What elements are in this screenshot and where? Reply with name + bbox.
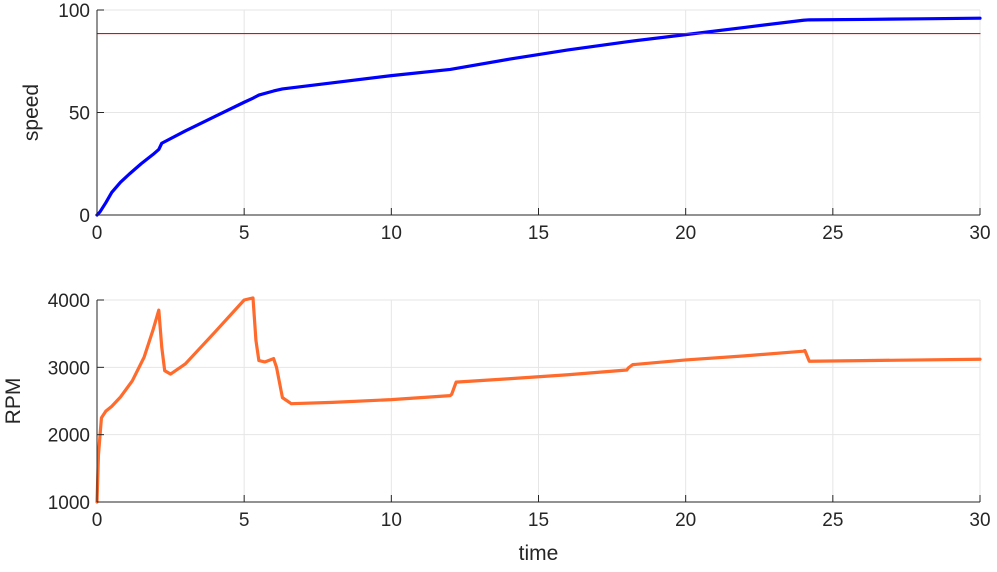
y-tick-label: 3000 [48, 358, 90, 379]
x-tick-label: 20 [675, 510, 696, 531]
y-tick-label: 2000 [48, 426, 90, 447]
x-tick-label: 15 [528, 223, 549, 244]
x-tick-label: 10 [381, 223, 402, 244]
series-line-0 [95, 16, 982, 217]
series-line-0 [95, 296, 982, 504]
y-axis-label: speed [20, 84, 43, 141]
x-tick-label: 5 [239, 510, 250, 531]
y-tick-label: 0 [79, 206, 90, 227]
y-tick-label: 50 [69, 104, 90, 125]
x-tick-label: 15 [528, 510, 549, 531]
x-tick-label: 30 [969, 510, 990, 531]
x-tick-label: 25 [822, 223, 843, 244]
x-tick-label: 20 [675, 223, 696, 244]
y-tick-label: 4000 [48, 291, 90, 312]
x-tick-label: 0 [92, 510, 103, 531]
x-tick-label: 10 [381, 510, 402, 531]
y-axis-label: RPM [2, 378, 25, 425]
x-tick-label: 5 [239, 223, 250, 244]
y-tick-label: 1000 [48, 493, 90, 514]
rpm-panel: 0 5 10 15 20 25 30 1000 2000 3000 4000 RPM time [2, 291, 991, 565]
speed-panel: 0 5 10 15 20 25 30 0 50 100 speed [20, 1, 991, 244]
x-tick-label: 25 [822, 510, 843, 531]
y-tick-label: 100 [58, 1, 90, 22]
x-tick-label: 0 [92, 223, 103, 244]
x-tick-label: 30 [969, 223, 990, 244]
x-axis-label: time [519, 542, 559, 565]
